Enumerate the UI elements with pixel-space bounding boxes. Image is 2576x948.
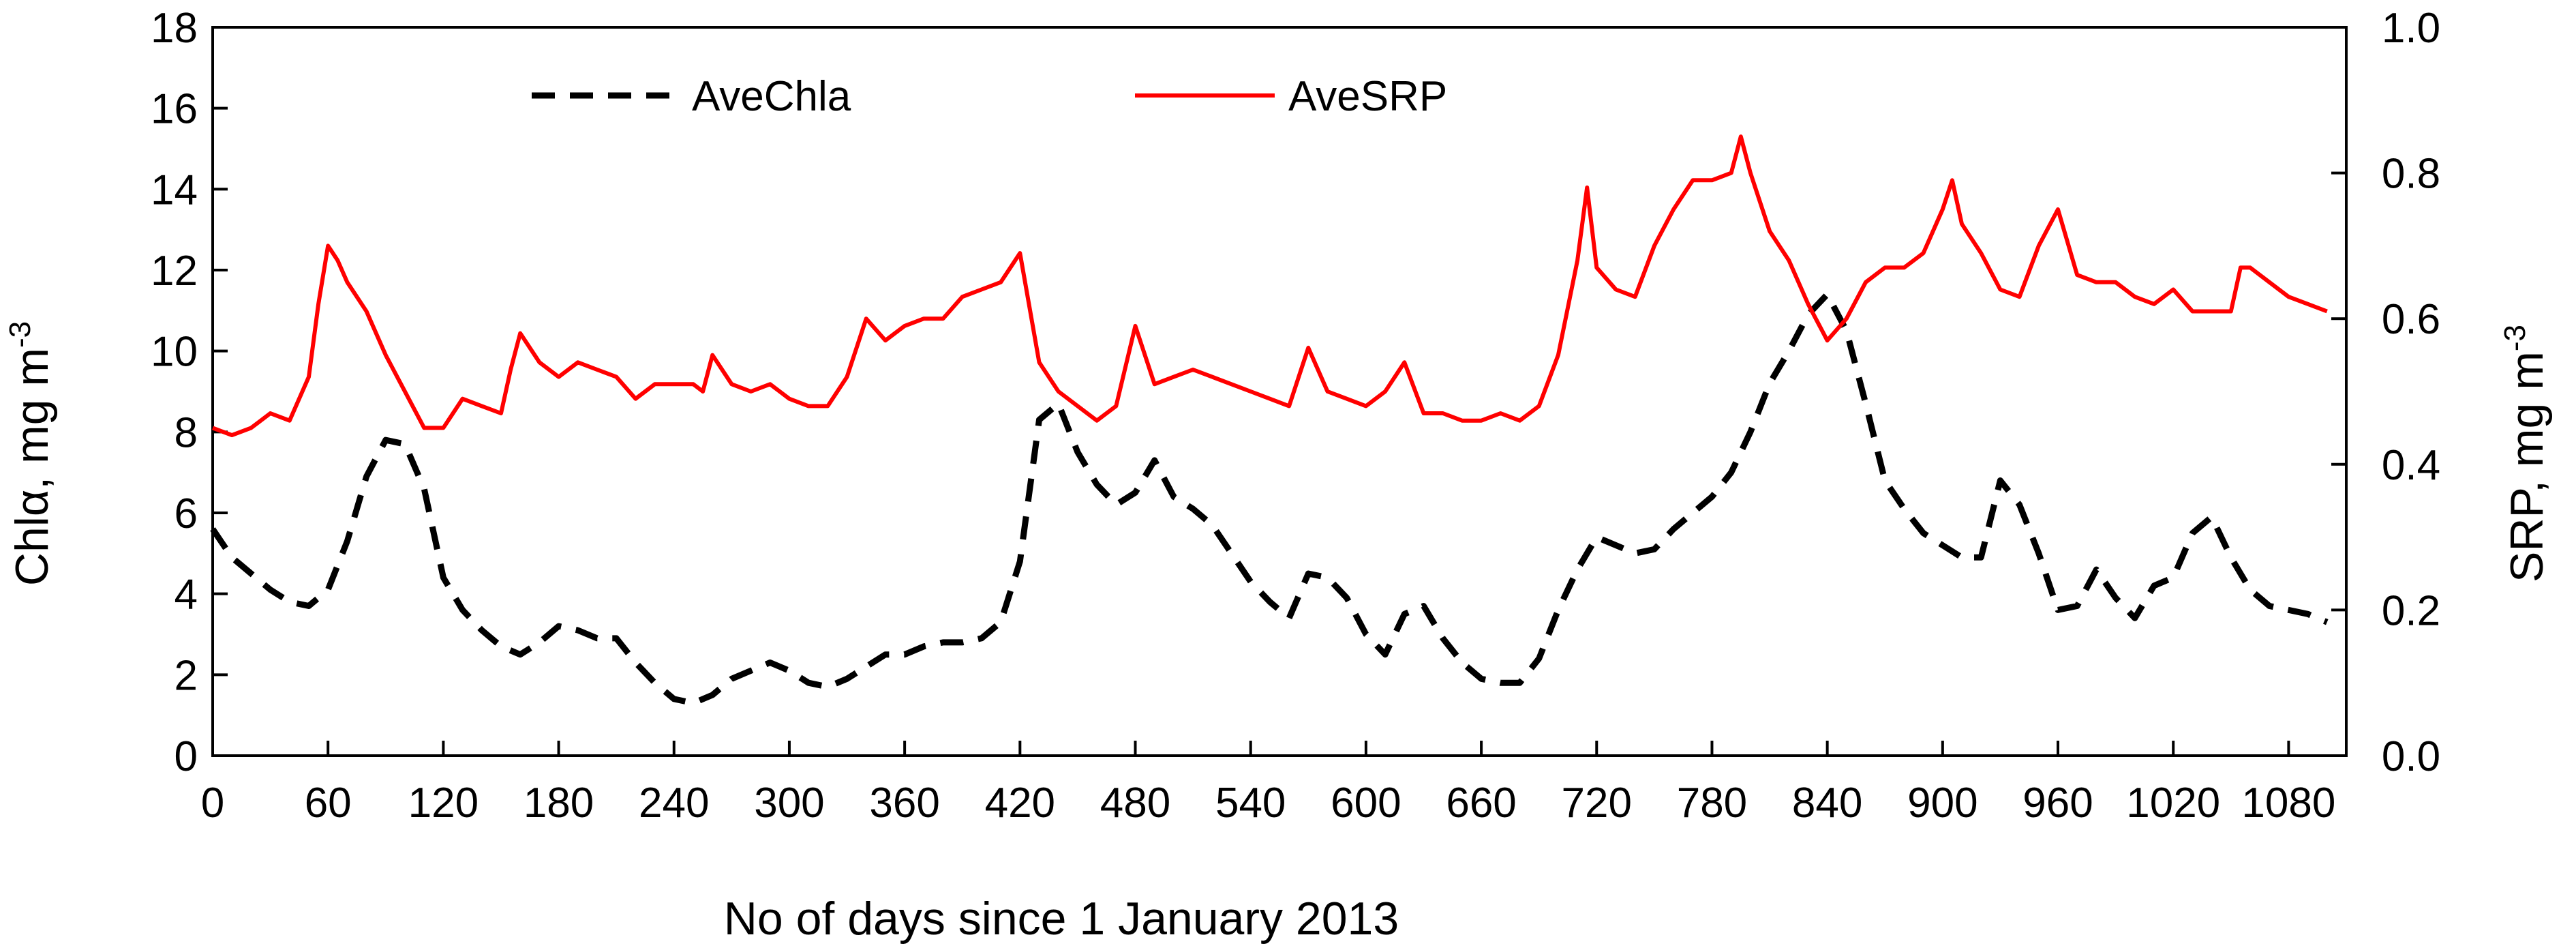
y-right-tick-label: 0.2 [2382,587,2440,634]
y-axis-left: 0 2 4 6 8 10 12 14 16 18 [151,5,228,780]
y-left-tick-label: 14 [151,166,198,213]
y-left-tick-label: 16 [151,86,198,133]
x-tick-label: 420 [985,780,1055,827]
y-right-tick-label: 0.4 [2382,442,2440,489]
y-left-tick-label: 4 [175,572,198,619]
x-tick-label: 180 [524,780,594,827]
plot-border [211,26,2348,757]
y-left-tick-label: 18 [151,5,198,52]
y-left-tick-label: 6 [175,490,198,537]
y-axis-right-title: SRP, mg m-3 [2498,325,2553,582]
y-axis-left-title-sup: -3 [3,321,37,348]
x-tick-label: 300 [754,780,824,827]
x-tick-label: 900 [1907,780,1978,827]
x-tick-label: 240 [639,780,709,827]
plot-frame [211,26,2348,757]
y-axis-right-title-sup: -3 [2498,325,2532,351]
y-left-tick-label: 8 [175,409,198,456]
series-line-avesrp [211,134,2328,438]
x-axis-title: No of days since 1 January 2013 [724,893,1399,945]
x-tick-label: 360 [869,780,939,827]
series-layer [210,134,2329,707]
y-right-tick-label: 0.0 [2382,733,2440,780]
x-tick-label: 600 [1331,780,1401,827]
x-tick-label: 60 [305,780,352,827]
y-left-tick-label: 2 [175,652,198,699]
x-tick-label: 1080 [2241,780,2335,827]
y-left-tick-label: 12 [151,248,198,295]
x-tick-label: 660 [1446,780,1516,827]
series-line-avechla [210,291,2329,707]
y-right-tick-label: 0.8 [2382,151,2440,198]
x-tick-label: 480 [1100,780,1170,827]
x-tick-label: 0 [201,780,224,827]
y-axis-right-title-base: SRP, mg m [2501,351,2553,582]
y-right-tick-label: 1.0 [2382,5,2440,52]
legend-label-avesrp: AveSRP [1288,73,1447,120]
legend-label-avechla: AveChla [692,73,851,120]
x-tick-label: 960 [2022,780,2093,827]
x-tick-label: 540 [1215,780,1286,827]
y-left-tick-label: 0 [175,733,198,780]
legend: AveChla AveSRP [532,73,1447,120]
x-tick-label: 720 [1562,780,1632,827]
x-tick-label: 780 [1677,780,1747,827]
x-axis: 0 60 120 180 240 300 360 420 480 540 600 660 720 780 8… [201,741,2335,827]
x-tick-label: 1020 [2126,780,2220,827]
y-axis-right: 0.0 0.2 0.4 0.6 0.8 1.0 [2331,5,2440,780]
x-tick-label: 840 [1792,780,1862,827]
y-right-tick-label: 0.6 [2382,296,2440,343]
y-left-tick-label: 10 [151,329,198,376]
x-tick-label: 120 [408,780,479,827]
y-axis-left-title-base: Chlα, mg m [6,348,58,586]
y-axis-left-title: Chlα, mg m-3 [3,321,58,586]
